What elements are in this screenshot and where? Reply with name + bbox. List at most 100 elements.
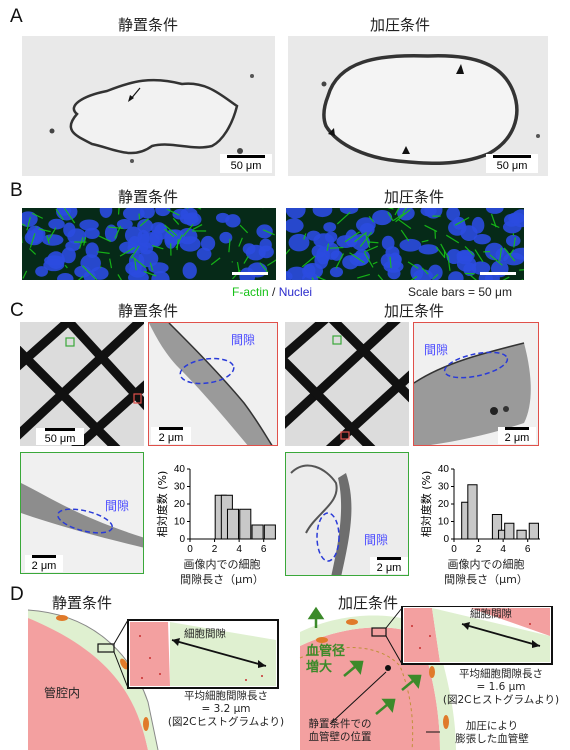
actin-fiber (117, 274, 127, 288)
actin-fiber (367, 241, 379, 244)
nucleus (256, 224, 273, 239)
actin-fiber (519, 268, 531, 271)
actin-fiber (464, 246, 475, 256)
actin-fiber (432, 274, 439, 280)
avg-gap-static-3: (図2Cヒストグラムより) (167, 716, 285, 728)
gap-label-pressure-green: 間隙 (364, 533, 389, 547)
nucleus (330, 250, 343, 261)
histogram-bar (516, 529, 527, 540)
nucleus (85, 242, 99, 258)
pressure-cell-junction-zoom (414, 342, 531, 445)
avg-gap-static-2: = 3.2 μm (201, 703, 251, 715)
actin-fiber (117, 206, 120, 215)
actin-fiber (176, 239, 179, 251)
nucleus (137, 219, 154, 234)
actin-fiber (114, 225, 122, 239)
y-tick-label: 10 (438, 517, 450, 528)
static-wall-position: 静置条件での 血管壁の位置 (292, 718, 388, 744)
actin-fiber (364, 233, 371, 248)
actin-fiber (143, 270, 157, 277)
panel-c-letter: C (10, 300, 24, 321)
panel-b-letter: B (10, 180, 23, 201)
histogram-bar (528, 522, 539, 540)
actin-fiber (22, 270, 28, 279)
static-green-junction (21, 483, 143, 548)
actin-fiber (424, 224, 438, 233)
gap-label-static-green: 間隙 (105, 499, 130, 513)
nucleus (387, 267, 401, 280)
histogram-bar (467, 484, 478, 540)
actin-fiber (513, 237, 516, 248)
nucleus (258, 245, 274, 259)
nucleus (182, 262, 197, 279)
scalebar-c-pressure-2-label: 2 μm (504, 432, 530, 444)
actin-fiber (389, 256, 392, 269)
panel-c-pressure-red-zoom: 間隙 2 μm (413, 322, 539, 446)
nucleus (471, 261, 491, 275)
fluorescence-texture (279, 200, 534, 294)
actin-fiber (239, 224, 249, 234)
x-tick-label: 2 (212, 544, 218, 555)
nucleus (316, 246, 330, 265)
nucleus (313, 233, 335, 248)
static-cell-junction-zoom (149, 323, 273, 445)
actin-fiber (130, 245, 140, 259)
fluorescence-scalebar (232, 272, 268, 275)
actin-fiber (38, 228, 51, 233)
scalebar-a-right-label: 50 μm (496, 160, 528, 172)
nucleus (47, 251, 65, 269)
panel-c-pressure-grid (285, 322, 409, 446)
actin-fiber (46, 235, 50, 244)
nucleus (48, 218, 65, 230)
panel-c-static-title: 静置条件 (118, 302, 179, 320)
panel-c-static-grid: 50 μm (20, 322, 144, 446)
avg-gap-static-1: 平均細胞間隙長さ (184, 690, 268, 702)
actin-fiber (97, 251, 110, 254)
nucleus (285, 200, 306, 219)
static-fluorescence-cells (13, 198, 281, 288)
actin-fiber (503, 247, 516, 262)
y-axis-label: 相対度数 (%) (155, 471, 169, 538)
actin-fiber (446, 234, 460, 244)
actin-fiber (26, 217, 31, 231)
actin-fiber (29, 233, 36, 248)
nucleus (342, 255, 359, 270)
dilation-label-1: 血管径 (306, 644, 346, 659)
actin-fiber (164, 224, 178, 237)
actin-fiber (387, 211, 394, 222)
actin-fiber (281, 248, 291, 260)
actin-fiber (164, 228, 175, 238)
nucleus (288, 233, 310, 252)
panel-c-static-red-zoom: 間隙 2 μm (148, 322, 278, 446)
scalebar-c-pressure-green-label: 2 μm (376, 562, 402, 574)
actin-fiber (107, 226, 124, 230)
actin-fiber (368, 216, 375, 223)
actin-fiber (393, 212, 406, 222)
actin-fiber (354, 231, 367, 243)
histogram-bar (239, 508, 252, 540)
expanded-wall-1: 加圧により (465, 720, 519, 732)
actin-fiber (363, 252, 374, 268)
nucleus (164, 230, 178, 249)
legend-nuclei: Nuclei (278, 285, 313, 299)
y-tick-label: 20 (174, 499, 186, 510)
x-tick-label: 2 (476, 544, 482, 555)
nucleus (122, 206, 145, 221)
nucleus (448, 219, 467, 236)
legend-factin: F-actin (232, 285, 269, 299)
nucleus (79, 219, 99, 231)
panel-c-pressure-title: 加圧条件 (384, 302, 445, 320)
actin-fiber (380, 205, 394, 210)
avg-gap-pressure-1: 平均細胞間隙長さ (459, 668, 543, 680)
nucleus (90, 266, 109, 280)
scalebar-c-static-2: 2 μm (151, 427, 191, 444)
x-tick-label: 6 (525, 544, 531, 555)
legend-sep: / (268, 285, 279, 299)
panel-c-static-green-zoom: 間隙 2 μm (20, 452, 144, 574)
pressure-green-junction (290, 464, 352, 575)
scalebar-c-static-2-label: 2 μm (158, 432, 184, 444)
actin-fiber (151, 244, 164, 250)
y-tick-label: 20 (438, 499, 450, 510)
nucleus (219, 231, 233, 244)
nucleus (356, 217, 376, 233)
